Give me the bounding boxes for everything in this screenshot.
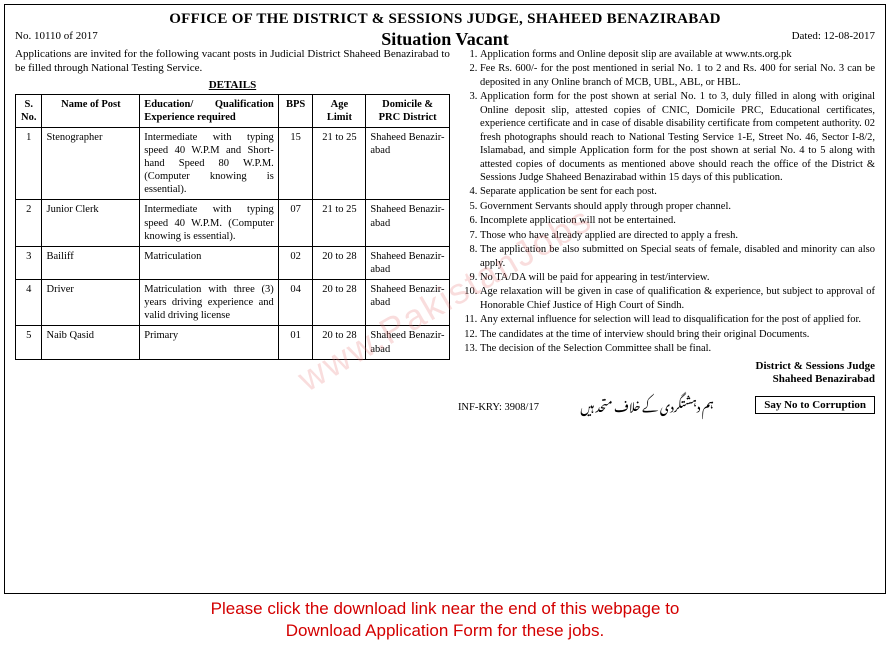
table-cell: 21 to 25 [313,127,366,200]
instruction-item: The candidates at the time of interview … [480,328,875,341]
table-row: 4DriverMatriculation with three (3) year… [16,280,450,326]
table-cell: 04 [278,280,313,326]
th-post: Name of Post [42,94,140,127]
th-age: Age Limit [313,94,366,127]
table-row: 1StenographerIntermediate with typing sp… [16,127,450,200]
instruction-item: Those who have already applied are direc… [480,229,875,242]
inf-code: INF-KRY: 3908/17 [458,402,539,413]
table-cell: 20 to 28 [313,246,366,279]
table-row: 5Naib QasidPrimary0120 to 28Shaheed Bena… [16,326,450,359]
table-body: 1StenographerIntermediate with typing sp… [16,127,450,359]
page-title: Situation Vacant [5,29,885,50]
instruction-item: Incomplete application will not be enter… [480,214,875,227]
notice-page: www.PakistanJobs OFFICE OF THE DISTRICT … [4,4,886,594]
instruction-item: The application be also submitted on Spe… [480,243,875,270]
instruction-item: Any external influence for selection wil… [480,313,875,326]
table-cell: 15 [278,127,313,200]
table-cell: Junior Clerk [42,200,140,246]
table-cell: Matriculation [140,246,279,279]
right-column: Application forms and Online deposit sli… [458,48,875,576]
signature-line2: Shaheed Benazirabad [458,373,875,386]
table-cell: Matriculation with three (3) years drivi… [140,280,279,326]
table-cell: Intermediate with typing speed 40 W.P.M … [140,127,279,200]
instructions-list: Application forms and Online deposit sli… [458,48,875,356]
table-cell: Shaheed Benazir-abad [366,326,450,359]
instruction-item: Age relaxation will be given in case of … [480,285,875,312]
table-cell: Shaheed Benazir-abad [366,280,450,326]
table-cell: 1 [16,127,42,200]
table-cell: Shaheed Benazir-abad [366,127,450,200]
posts-table: S. No. Name of Post Education/ Qualifica… [15,94,450,360]
instruction-item: Application form for the post shown at s… [480,90,875,184]
table-cell: Bailiff [42,246,140,279]
intro-text: Applications are invited for the followi… [15,48,450,76]
th-dom: Domicile & PRC District [366,94,450,127]
th-qual: Education/ Qualification Experience requ… [140,94,279,127]
instruction-item: The decision of the Selection Committee … [480,342,875,355]
table-row: 2Junior ClerkIntermediate with typing sp… [16,200,450,246]
footer-row: INF-KRY: 3908/17 ہم دہشتگردی کے خلاف متح… [458,390,875,420]
details-heading: DETAILS [15,79,450,91]
signature-line1: District & Sessions Judge [458,360,875,373]
table-cell: Shaheed Benazir-abad [366,246,450,279]
table-cell: 20 to 28 [313,326,366,359]
table-cell: Shaheed Benazir-abad [366,200,450,246]
instruction-item: Separate application be sent for each po… [480,185,875,198]
table-cell: Driver [42,280,140,326]
table-cell: 4 [16,280,42,326]
th-bps: BPS [278,94,313,127]
instruction-item: Government Servants should apply through… [480,200,875,213]
instruction-item: Application forms and Online deposit sli… [480,48,875,61]
table-row: 3BailiffMatriculation0220 to 28Shaheed B… [16,246,450,279]
left-column: Applications are invited for the followi… [15,48,450,576]
table-cell: 01 [278,326,313,359]
download-note: Please click the download link near the … [0,598,890,642]
signature-block: District & Sessions Judge Shaheed Benazi… [458,360,875,386]
office-header: OFFICE OF THE DISTRICT & SESSIONS JUDGE,… [15,11,875,28]
instruction-item: Fee Rs. 600/- for the post mentioned in … [480,62,875,89]
urdu-slogan: ہم دہشتگردی کے خلاف متحد ہیں [539,390,755,420]
table-cell: 21 to 25 [313,200,366,246]
table-cell: 07 [278,200,313,246]
th-sno: S. No. [16,94,42,127]
table-cell: 20 to 28 [313,280,366,326]
table-cell: 5 [16,326,42,359]
table-cell: Intermediate with typing speed 40 W.P.M.… [140,200,279,246]
table-cell: 2 [16,200,42,246]
table-cell: 02 [278,246,313,279]
table-cell: 3 [16,246,42,279]
content-columns: Applications are invited for the followi… [15,48,875,576]
table-cell: Stenographer [42,127,140,200]
table-cell: Primary [140,326,279,359]
table-header-row: S. No. Name of Post Education/ Qualifica… [16,94,450,127]
instruction-item: No TA/DA will be paid for appearing in t… [480,271,875,284]
anti-corruption-box: Say No to Corruption [755,396,875,414]
table-cell: Naib Qasid [42,326,140,359]
